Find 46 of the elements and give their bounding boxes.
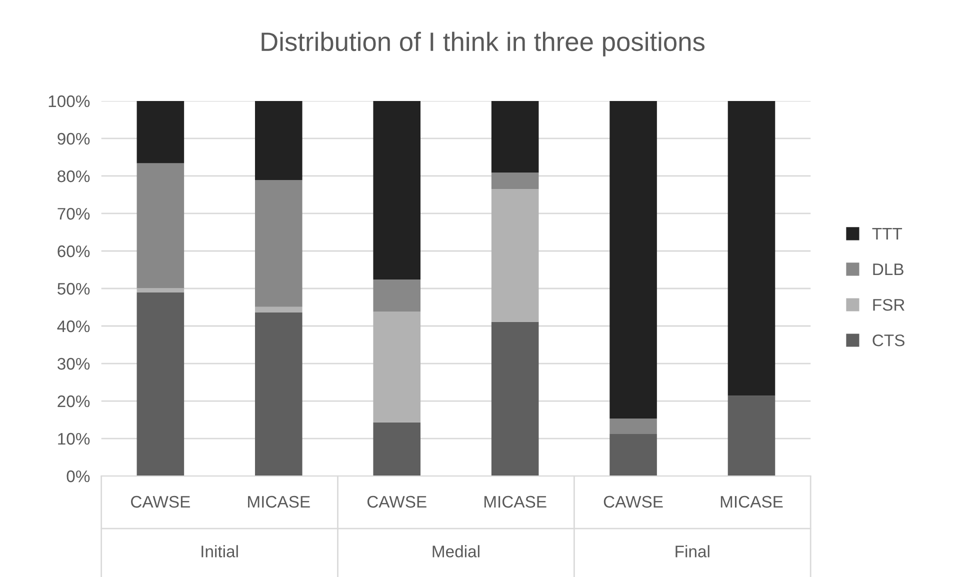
bar xyxy=(136,163,184,288)
y-tick-label: 20% xyxy=(58,395,90,408)
x-tick-label: MICASE xyxy=(484,496,546,508)
y-tick-label: 10% xyxy=(58,432,90,445)
y-tick-label: 100% xyxy=(48,95,90,108)
bar xyxy=(491,172,539,190)
text: Final xyxy=(676,545,710,558)
bar xyxy=(373,100,420,280)
bar xyxy=(136,288,184,292)
y-tick-label: 30% xyxy=(57,358,90,370)
x-tick-label: MICASE xyxy=(720,496,783,508)
y-tick-label: 70% xyxy=(58,208,90,220)
bar xyxy=(255,312,302,476)
bar xyxy=(136,100,184,164)
bar xyxy=(728,100,776,396)
x-tick-label: MICASE xyxy=(248,496,310,508)
bar xyxy=(373,312,420,422)
legend-label: TTT xyxy=(872,228,902,240)
y-tick-label: 60% xyxy=(58,245,90,258)
bar xyxy=(373,422,420,476)
bar xyxy=(136,292,184,476)
text: Initial xyxy=(202,545,238,558)
x-tick-label: CAWSE xyxy=(604,496,663,508)
bar xyxy=(491,322,539,476)
bar xyxy=(728,396,776,476)
chart-title: Distribution of I think in three positions xyxy=(262,32,705,56)
bar xyxy=(610,434,657,476)
legend-label: CTS xyxy=(872,334,904,346)
bar xyxy=(610,418,657,434)
bar xyxy=(491,189,539,322)
bar xyxy=(373,280,420,312)
legend-label: FSR xyxy=(873,298,904,311)
bar xyxy=(610,100,657,419)
bar xyxy=(255,180,302,307)
y-tick-label: 90% xyxy=(58,132,90,145)
bar xyxy=(255,306,302,313)
legend-label: DLB xyxy=(873,264,904,276)
y-tick-label: 80% xyxy=(58,170,90,182)
bar xyxy=(255,100,302,180)
text: Medial xyxy=(432,545,480,558)
bar xyxy=(491,100,539,173)
x-tick-label: CAWSE xyxy=(131,496,190,508)
y-tick-label: 0% xyxy=(66,470,90,482)
y-tick-label: 40% xyxy=(57,320,90,332)
y-tick-label: 50% xyxy=(58,282,90,295)
x-tick-label: CAWSE xyxy=(367,496,426,508)
